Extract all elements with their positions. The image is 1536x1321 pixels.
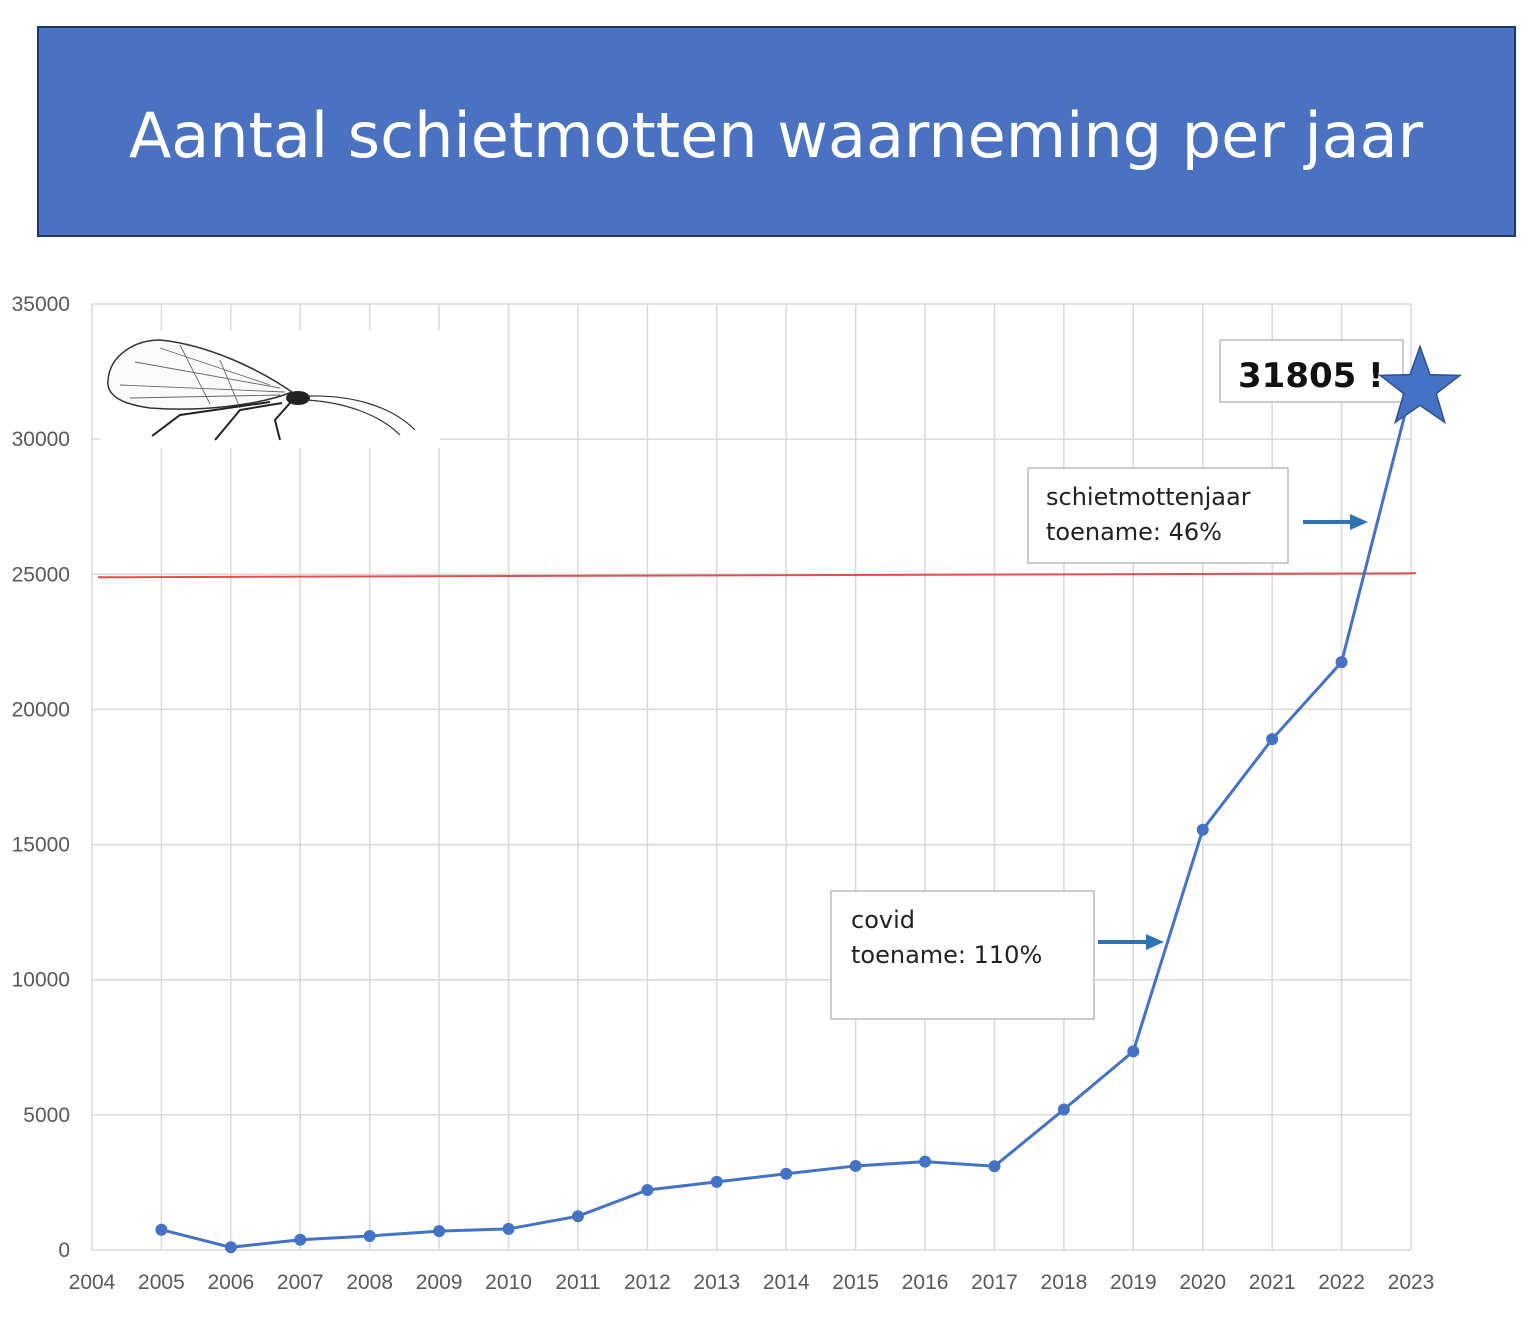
- data-point-2009: [433, 1225, 446, 1238]
- x-tick-label: 2015: [832, 1271, 879, 1294]
- x-tick-labels: 2004 2005 2006 2007 2008 2009 2010 2011 2012 2013…: [69, 1271, 1435, 1294]
- y-tick-label: 30000: [12, 428, 70, 451]
- annotation-covid: covid toename: 110%: [830, 890, 1164, 1020]
- x-tick-label: 2023: [1388, 1271, 1435, 1294]
- x-tick-label: 2019: [1110, 1271, 1157, 1294]
- y-tick-label: 15000: [12, 834, 70, 857]
- star-icon: [1377, 344, 1463, 425]
- data-point-2020: [1196, 823, 1209, 836]
- x-tick-label: 2005: [138, 1271, 185, 1294]
- x-tick-label: 2022: [1318, 1271, 1365, 1294]
- data-point-2016: [919, 1155, 932, 1168]
- y-tick-label: 0: [58, 1239, 70, 1262]
- annotation-line2: toename: 110%: [851, 941, 1042, 969]
- annotation-line1: covid: [851, 906, 915, 934]
- x-tick-label: 2004: [69, 1271, 116, 1294]
- data-point-2008: [363, 1229, 376, 1242]
- data-point-2014: [780, 1167, 793, 1180]
- data-point-2006: [224, 1241, 237, 1254]
- data-point-2010: [502, 1222, 515, 1235]
- arrow-right-icon: [1303, 514, 1368, 530]
- y-tick-label: 10000: [12, 969, 70, 992]
- data-point-2015: [849, 1159, 862, 1172]
- data-point-2022: [1335, 656, 1348, 669]
- x-tick-label: 2008: [346, 1271, 393, 1294]
- x-tick-label: 2017: [971, 1271, 1018, 1294]
- x-tick-label: 2006: [207, 1271, 254, 1294]
- data-point-2007: [294, 1233, 307, 1246]
- caddisfly-illustration: [100, 330, 440, 448]
- series-line: [155, 389, 1413, 1254]
- x-tick-label: 2012: [624, 1271, 671, 1294]
- x-tick-label: 2007: [277, 1271, 324, 1294]
- reference-line-25000: [97, 572, 1417, 579]
- data-point-2019: [1127, 1045, 1140, 1058]
- data-point-2012: [641, 1183, 654, 1196]
- data-point-2005: [155, 1223, 168, 1236]
- annotation-schietmottenjaar: schietmottenjaar toename: 46%: [1027, 467, 1368, 564]
- data-point-2018: [1057, 1103, 1070, 1116]
- x-tick-label: 2014: [763, 1271, 810, 1294]
- y-tick-labels: 0 5000 10000 15000 20000 25000 30000 35000: [12, 293, 70, 1262]
- data-point-2013: [710, 1175, 723, 1188]
- x-tick-label: 2021: [1249, 1271, 1296, 1294]
- x-tick-label: 2010: [485, 1271, 532, 1294]
- y-tick-label: 35000: [12, 293, 70, 316]
- y-tick-label: 20000: [12, 698, 70, 721]
- data-point-2011: [571, 1210, 584, 1223]
- data-point-2021: [1266, 733, 1279, 746]
- y-tick-label: 25000: [12, 563, 70, 586]
- arrow-right-icon: [1098, 934, 1164, 950]
- annotation-max-label: 31805 !: [1238, 356, 1384, 396]
- y-tick-label: 5000: [23, 1104, 70, 1127]
- chart-title: Aantal schietmotten waarneming per jaar: [129, 99, 1424, 172]
- data-point-2017: [988, 1160, 1001, 1173]
- annotation-max: 31805 !: [1219, 339, 1463, 425]
- x-tick-label: 2016: [902, 1271, 949, 1294]
- x-tick-label: 2011: [555, 1271, 600, 1294]
- annotation-line1: schietmottenjaar: [1046, 483, 1251, 511]
- x-tick-label: 2018: [1041, 1271, 1088, 1294]
- title-banner: Aantal schietmotten waarneming per jaar: [37, 26, 1516, 237]
- x-tick-label: 2009: [416, 1271, 463, 1294]
- annotation-line2: toename: 46%: [1046, 518, 1222, 546]
- x-tick-label: 2013: [693, 1271, 740, 1294]
- x-tick-label: 2020: [1179, 1271, 1226, 1294]
